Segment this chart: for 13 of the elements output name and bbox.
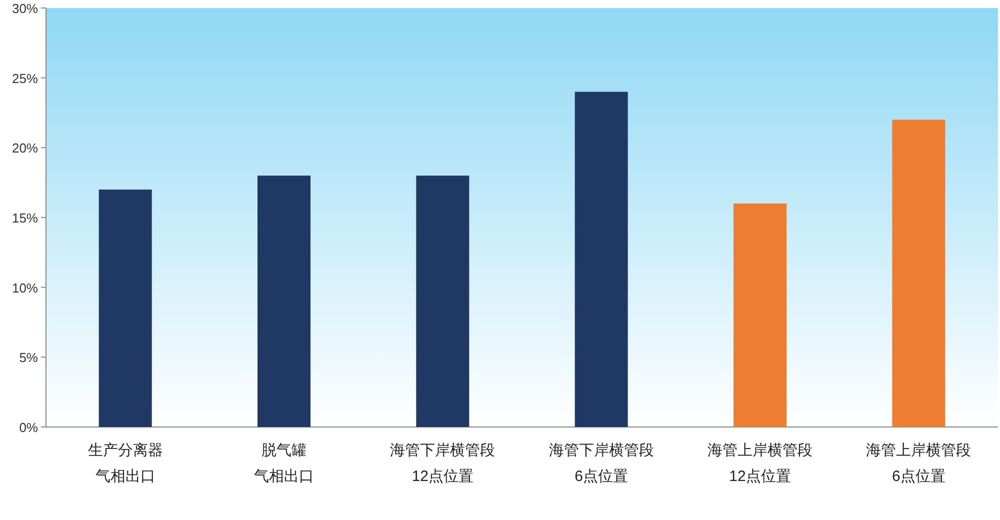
x-tick-label: 海管上岸横管段6点位置: [866, 442, 972, 485]
y-tick-label: 20%: [12, 140, 38, 156]
x-tick-label: 脱气罐气相出口: [254, 442, 314, 485]
y-tick-label: 15%: [12, 210, 38, 226]
y-tick-label: 10%: [12, 280, 38, 296]
y-tick-label: 0%: [19, 420, 38, 435]
y-tick-label: 30%: [12, 1, 38, 16]
x-tick-label: 海管下岸横管段12点位置: [390, 442, 496, 485]
x-tick-label: 生产分离器气相出口: [88, 442, 163, 485]
x-tick-label: 海管下岸横管段6点位置: [548, 442, 654, 485]
y-tick-label: 25%: [12, 70, 38, 86]
y-tick-label: 5%: [19, 350, 38, 366]
x-tick-label: 海管上岸横管段12点位置: [708, 442, 812, 485]
